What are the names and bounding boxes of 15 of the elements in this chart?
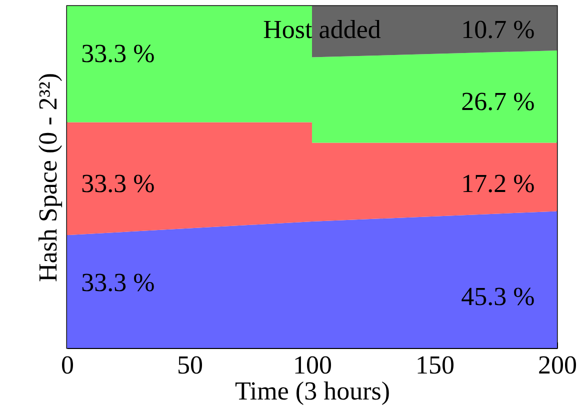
- x-tick-label: 50: [177, 350, 203, 380]
- annotation: 17.2 %: [461, 169, 535, 198]
- x-tick-label: 200: [538, 350, 577, 380]
- annotation: 33.3 %: [81, 268, 155, 297]
- annotation: 26.7 %: [461, 87, 535, 116]
- annotation: 33.3 %: [81, 39, 155, 68]
- x-tick-label: 0: [61, 350, 74, 380]
- annotation: Host added: [263, 15, 381, 44]
- x-axis-title: Time (3 hours): [234, 376, 390, 406]
- x-tick-label: 100: [293, 350, 332, 380]
- annotation: 10.7 %: [461, 15, 535, 44]
- x-tick-label: 150: [416, 350, 454, 380]
- annotation: 45.3 %: [461, 282, 535, 311]
- y-axis-title: Hash Space (0 - 2³²): [34, 72, 62, 282]
- annotation: 33.3 %: [81, 169, 155, 198]
